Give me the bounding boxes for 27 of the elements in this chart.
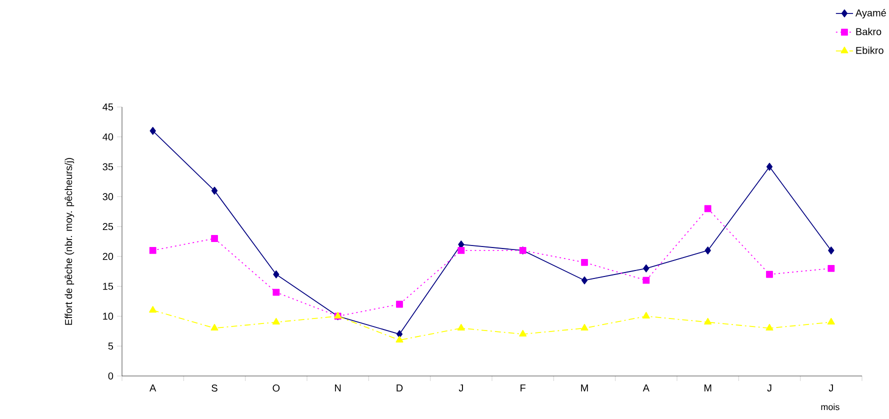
x-tick-label: S [212,384,218,392]
y-tick-label: 35 [102,163,114,170]
y-tick-label: 0 [108,372,114,380]
x-tick-label: A [150,384,156,392]
legend-label: Bakro [856,28,882,36]
x-tick-label: M [581,384,588,392]
y-tick-label: 40 [102,133,114,140]
y-tick-label: 15 [103,282,114,290]
x-tick-label: A [642,384,650,392]
legend-label: Ebikro [856,46,884,54]
x-tick-label: M [704,384,712,392]
x-tick-label: D [396,384,403,392]
y-tick-label: 25 [102,223,114,230]
x-tick-label: J [767,384,772,392]
y-tick-label: 5 [108,342,114,350]
x-tick-label: N [335,384,341,392]
y-tick-label: 45 [102,104,114,110]
legend-label: Ayamé [855,8,886,18]
y-tick-label: 30 [102,193,114,200]
x-axis-title: mois [821,404,840,410]
x-tick-label: J [458,384,463,392]
y-axis-title: Effort de pêche (nbr. moy. pêcheurs/j) [64,158,74,325]
x-tick-label: J [828,384,833,392]
x-tick-label: O [272,384,280,392]
y-tick-label: 10 [103,312,114,320]
y-tick-label: 20 [102,252,114,260]
x-tick-label: F [520,384,526,392]
